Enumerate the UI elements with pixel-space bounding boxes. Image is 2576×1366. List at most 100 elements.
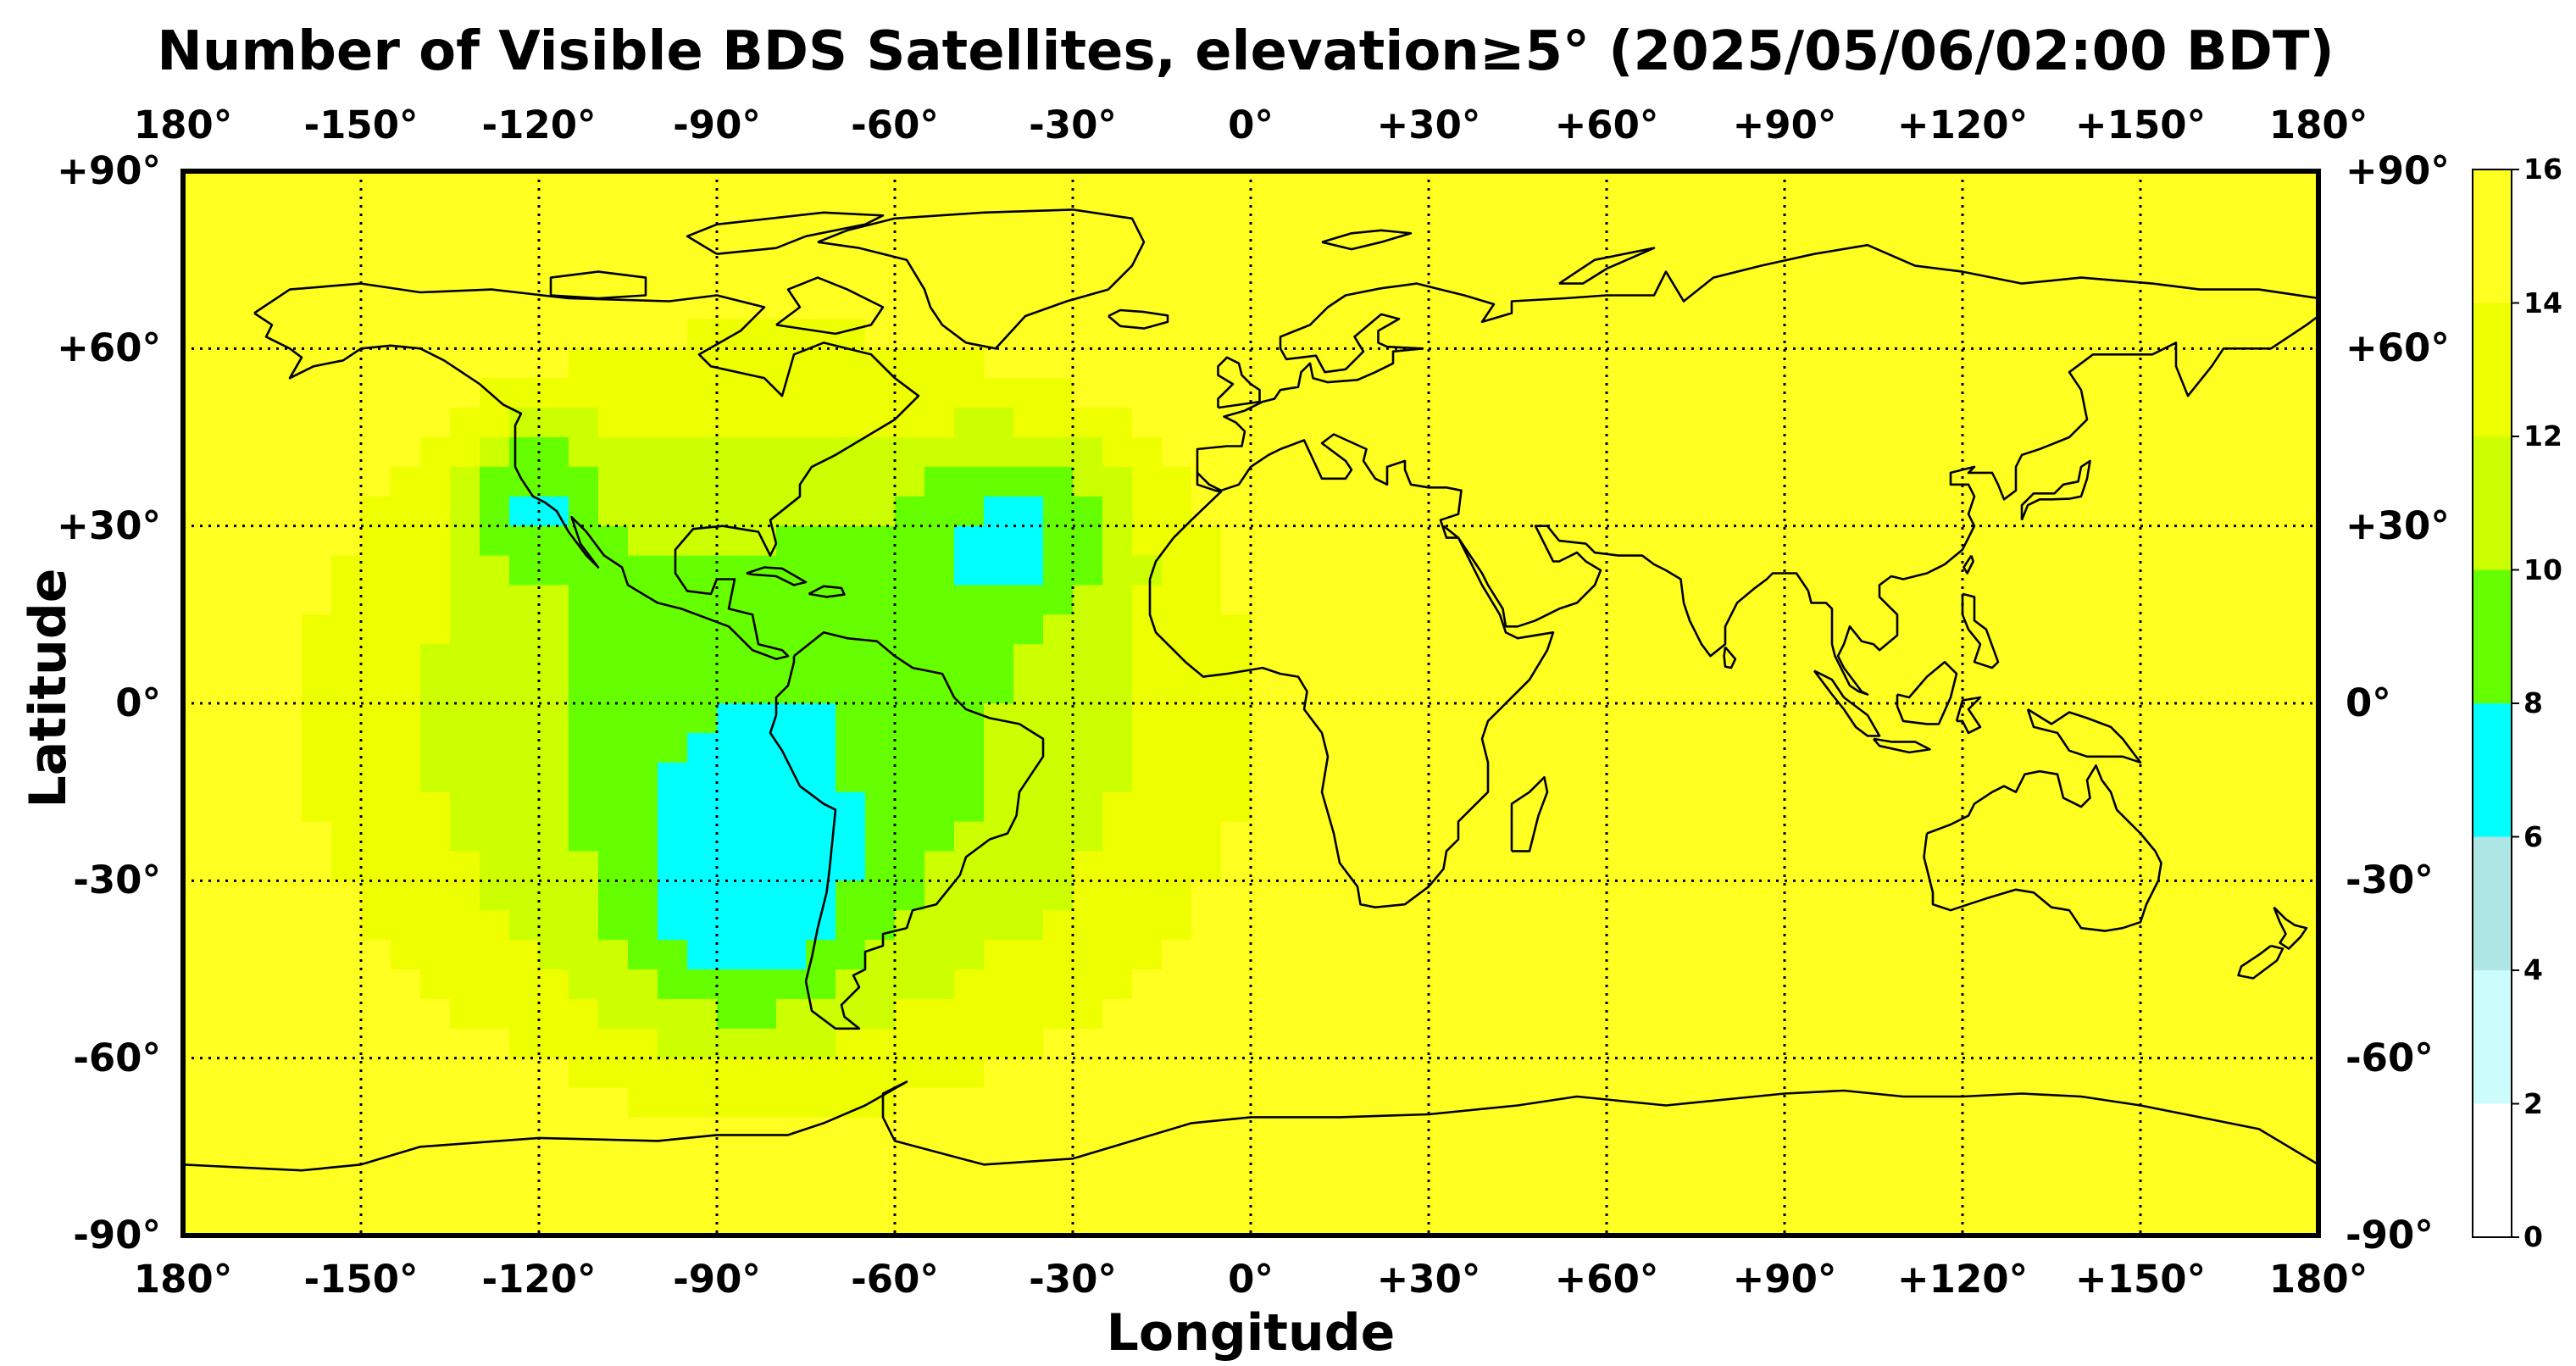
field-cell bbox=[183, 319, 688, 349]
field-cell bbox=[302, 762, 421, 793]
field-cell bbox=[836, 762, 985, 793]
field-cell bbox=[420, 437, 480, 468]
field-cell bbox=[183, 674, 303, 704]
lon-tick-top: -30° bbox=[1029, 103, 1117, 147]
field-cell bbox=[776, 998, 896, 1030]
field-cell bbox=[865, 821, 955, 852]
field-cell bbox=[924, 880, 1074, 911]
baffin-island-coast bbox=[775, 276, 885, 336]
field-cell bbox=[509, 555, 955, 586]
colorbar-segment bbox=[2473, 169, 2512, 303]
lat-tick-right: +90° bbox=[2346, 148, 2450, 193]
field-cell bbox=[1221, 851, 2318, 881]
lon-tick-top: 0° bbox=[1228, 103, 1274, 147]
field-cell bbox=[420, 644, 569, 675]
lat-tick-left: +90° bbox=[57, 148, 161, 193]
field-cell bbox=[628, 940, 688, 970]
field-cell bbox=[450, 496, 480, 527]
field-cell bbox=[569, 1058, 985, 1089]
field-cell bbox=[361, 525, 451, 557]
field-cell bbox=[598, 910, 658, 941]
field-cell bbox=[569, 348, 985, 379]
lon-tick-bottom: -60° bbox=[851, 1257, 939, 1302]
field-cell bbox=[1132, 703, 1252, 734]
field-cell bbox=[687, 940, 807, 970]
colorbar-segment bbox=[2473, 303, 2512, 437]
field-cell bbox=[480, 880, 599, 911]
field-cell bbox=[450, 525, 480, 557]
field-cell bbox=[183, 791, 303, 823]
field-cell bbox=[509, 408, 599, 438]
field-cell bbox=[1132, 408, 2318, 438]
field-cell bbox=[1132, 732, 1252, 764]
sumatra-coast bbox=[1813, 669, 1881, 737]
field-cell bbox=[984, 762, 1133, 793]
field-cell bbox=[1073, 378, 2318, 408]
field-cell bbox=[302, 791, 451, 823]
field-cell bbox=[331, 555, 451, 586]
lon-tick-bottom: +90° bbox=[1732, 1257, 1837, 1302]
field-cell bbox=[569, 614, 1044, 645]
field-cell bbox=[569, 821, 658, 852]
japan-coast bbox=[2020, 459, 2091, 521]
field-cell bbox=[1013, 408, 1133, 438]
field-cell bbox=[391, 940, 540, 970]
field-cell bbox=[836, 703, 985, 734]
field-cell bbox=[450, 408, 510, 438]
java-coast bbox=[1873, 737, 1931, 754]
east-asia-coast bbox=[1442, 314, 2318, 696]
new-zealand-south-coast bbox=[2237, 944, 2285, 980]
field-cell bbox=[598, 880, 658, 911]
field-cell bbox=[1043, 614, 1133, 645]
colorbar bbox=[2472, 169, 2519, 1238]
field-cell bbox=[480, 496, 510, 527]
field-cell bbox=[1132, 969, 2318, 1000]
field-cell bbox=[1191, 910, 2318, 941]
graticule bbox=[183, 171, 2318, 1236]
lon-tick-bottom: 180° bbox=[2268, 1257, 2368, 1302]
field-cell bbox=[569, 674, 1014, 704]
new-guinea-coast bbox=[2026, 708, 2142, 764]
lat-tick-right: -30° bbox=[2346, 858, 2434, 903]
field-cell bbox=[183, 496, 362, 527]
field-cell bbox=[954, 969, 1133, 1000]
lon-tick-bottom: -150° bbox=[303, 1257, 419, 1302]
field-cell bbox=[1132, 525, 1222, 557]
field-cell bbox=[924, 466, 1074, 497]
field-cell bbox=[1132, 466, 1192, 497]
field-cell bbox=[420, 762, 569, 793]
coastlines bbox=[183, 208, 2318, 1172]
field-cell bbox=[1073, 851, 1222, 881]
north-america-coast bbox=[253, 282, 920, 660]
victoria-island-coast bbox=[549, 270, 647, 300]
colorbar-tick-label: 8 bbox=[2523, 686, 2543, 719]
lon-tick-top: 180° bbox=[2268, 103, 2368, 147]
field-cell bbox=[658, 1028, 836, 1059]
field-cell bbox=[924, 851, 1074, 881]
field-cell bbox=[954, 555, 1044, 586]
field-cell bbox=[183, 762, 303, 793]
lon-tick-bottom: 0° bbox=[1228, 1257, 1274, 1302]
cuba-coast bbox=[746, 566, 808, 586]
field-cell bbox=[480, 466, 599, 497]
colorbar-tick-label: 2 bbox=[2523, 1086, 2543, 1120]
lat-tick-left: -90° bbox=[73, 1213, 161, 1258]
borneo-coast bbox=[1896, 660, 1958, 725]
lat-tick-right: -90° bbox=[2346, 1213, 2434, 1258]
field-cell bbox=[1132, 644, 1252, 675]
field-cell bbox=[183, 1028, 510, 1059]
colorbar-tick-label: 4 bbox=[2523, 953, 2543, 986]
field-cell bbox=[183, 998, 451, 1030]
field-cell bbox=[450, 791, 569, 823]
iceland-coast bbox=[1108, 308, 1169, 330]
field-cell bbox=[569, 791, 658, 823]
field-cell bbox=[598, 851, 658, 881]
field-cell bbox=[658, 910, 836, 941]
sri-lanka-coast bbox=[1723, 646, 1737, 669]
field-cell bbox=[1132, 585, 1222, 615]
field-cell bbox=[954, 408, 1014, 438]
field-cell bbox=[1162, 555, 1222, 586]
ellesmere-island-coast bbox=[686, 211, 885, 255]
eurasia-africa-coast bbox=[1148, 243, 2318, 908]
